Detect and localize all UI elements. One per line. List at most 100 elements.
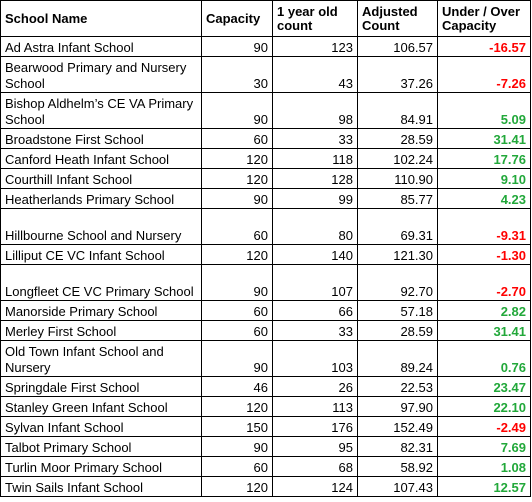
under-over-capacity-cell: 9.10 [437,168,531,189]
table-row: Twin Sails Infant School 120 124 107.43 12.5… [0,476,531,497]
school-name-cell: Broadstone First School [0,128,202,149]
table-row: Ad Astra Infant School 90 123 106.57 -16.57 [0,36,531,57]
table-row: Hillbourne School and Nursery 60 80 69.31 -9… [0,208,531,245]
one-year-old-count-cell: 99 [272,188,358,209]
capacity-cell: 46 [201,376,273,397]
adjusted-count-cell: 82.31 [357,436,438,457]
one-year-old-count-cell: 43 [272,56,358,93]
school-name-cell: Longfleet CE VC Primary School [0,264,202,301]
table-row: Sylvan Infant School 150 176 152.49 -2.49 [0,416,531,437]
adjusted-count-cell: 102.24 [357,148,438,169]
capacity-cell: 60 [201,300,273,321]
school-name-cell: Twin Sails Infant School [0,476,202,497]
school-name-cell: Old Town Infant School and Nursery [0,340,202,377]
capacity-cell: 90 [201,436,273,457]
adjusted-count-cell: 85.77 [357,188,438,209]
one-year-old-count-cell: 176 [272,416,358,437]
capacity-cell: 60 [201,208,273,245]
capacity-cell: 120 [201,148,273,169]
under-over-capacity-cell: -1.30 [437,244,531,265]
school-name-cell: Heatherlands Primary School [0,188,202,209]
under-over-capacity-cell: 12.57 [437,476,531,497]
adjusted-count-cell: 89.24 [357,340,438,377]
one-year-old-count-cell: 98 [272,92,358,129]
header-adjusted-count: Adjusted Count [357,0,438,37]
under-over-capacity-cell: 5.09 [437,92,531,129]
one-year-old-count-cell: 33 [272,320,358,341]
school-name-cell: Sylvan Infant School [0,416,202,437]
under-over-capacity-cell: 23.47 [437,376,531,397]
school-name-cell: Turlin Moor Primary School [0,456,202,477]
adjusted-count-cell: 58.92 [357,456,438,477]
adjusted-count-cell: 57.18 [357,300,438,321]
adjusted-count-cell: 22.53 [357,376,438,397]
adjusted-count-cell: 37.26 [357,56,438,93]
school-name-cell: Bearwood Primary and Nursery School [0,56,202,93]
header-capacity: Capacity [201,0,273,37]
school-name-cell: Manorside Primary School [0,300,202,321]
under-over-capacity-cell: -2.70 [437,264,531,301]
one-year-old-count-cell: 26 [272,376,358,397]
under-over-capacity-cell: 22.10 [437,396,531,417]
table-row: Heatherlands Primary School 90 99 85.77 4.23 [0,188,531,209]
adjusted-count-cell: 28.59 [357,320,438,341]
table-body: Ad Astra Infant School 90 123 106.57 -16.57 B… [0,36,531,497]
capacity-cell: 60 [201,456,273,477]
capacity-cell: 120 [201,168,273,189]
header-one-year-old-count: 1 year old count [272,0,358,37]
table-row: Canford Heath Infant School 120 118 102.24 1… [0,148,531,169]
capacity-cell: 30 [201,56,273,93]
adjusted-count-cell: 107.43 [357,476,438,497]
one-year-old-count-cell: 124 [272,476,358,497]
table-row: Longfleet CE VC Primary School 90 107 92.70… [0,264,531,301]
capacity-cell: 120 [201,396,273,417]
header-under-over-capacity: Under / Over Capacity [437,0,531,37]
header-school-name: School Name [0,0,202,37]
header-row: School Name Capacity 1 year old count Ad… [0,0,531,37]
under-over-capacity-cell: 7.69 [437,436,531,457]
under-over-capacity-cell: -16.57 [437,36,531,57]
table-row: Springdale First School 46 26 22.53 23.47 [0,376,531,397]
table-row: Broadstone First School 60 33 28.59 31.41 [0,128,531,149]
capacity-cell: 120 [201,476,273,497]
capacity-cell: 150 [201,416,273,437]
one-year-old-count-cell: 107 [272,264,358,301]
adjusted-count-cell: 69.31 [357,208,438,245]
table-row: Bishop Aldhelm’s CE VA Primary School 90 9… [0,92,531,129]
adjusted-count-cell: 28.59 [357,128,438,149]
adjusted-count-cell: 152.49 [357,416,438,437]
table-row: Bearwood Primary and Nursery School 30 43 3… [0,56,531,93]
one-year-old-count-cell: 68 [272,456,358,477]
one-year-old-count-cell: 118 [272,148,358,169]
under-over-capacity-cell: 31.41 [437,320,531,341]
table-row: Merley First School 60 33 28.59 31.41 [0,320,531,341]
capacity-cell: 60 [201,320,273,341]
school-name-cell: Ad Astra Infant School [0,36,202,57]
adjusted-count-cell: 110.90 [357,168,438,189]
school-name-cell: Merley First School [0,320,202,341]
capacity-cell: 90 [201,36,273,57]
under-over-capacity-cell: 4.23 [437,188,531,209]
under-over-capacity-cell: 17.76 [437,148,531,169]
capacity-cell: 90 [201,340,273,377]
one-year-old-count-cell: 80 [272,208,358,245]
table-row: Stanley Green Infant School 120 113 97.90 22… [0,396,531,417]
one-year-old-count-cell: 103 [272,340,358,377]
one-year-old-count-cell: 95 [272,436,358,457]
adjusted-count-cell: 84.91 [357,92,438,129]
table-row: Talbot Primary School 90 95 82.31 7.69 [0,436,531,457]
school-name-cell: Springdale First School [0,376,202,397]
table-row: Old Town Infant School and Nursery 90 103 8… [0,340,531,377]
school-name-cell: Stanley Green Infant School [0,396,202,417]
school-name-cell: Lilliput CE VC Infant School [0,244,202,265]
table-row: Courthill Infant School 120 128 110.90 9.10 [0,168,531,189]
one-year-old-count-cell: 33 [272,128,358,149]
capacity-cell: 90 [201,92,273,129]
one-year-old-count-cell: 123 [272,36,358,57]
under-over-capacity-cell: -9.31 [437,208,531,245]
capacity-cell: 60 [201,128,273,149]
under-over-capacity-cell: 0.76 [437,340,531,377]
school-name-cell: Talbot Primary School [0,436,202,457]
table-row: Lilliput CE VC Infant School 120 140 121.30… [0,244,531,265]
